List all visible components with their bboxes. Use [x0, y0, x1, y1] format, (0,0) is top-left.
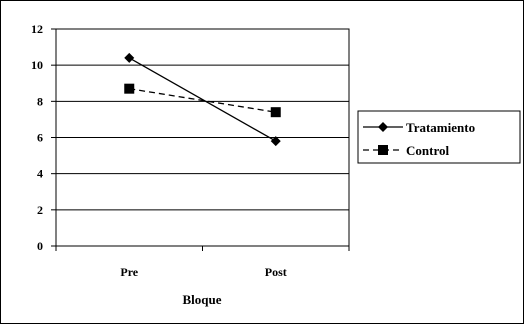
- y-tick-label: 8: [37, 94, 43, 108]
- y-tick-label: 2: [37, 203, 43, 217]
- legend-label: Tratamiento: [406, 120, 475, 135]
- data-point: [124, 52, 135, 63]
- y-tick-label: 12: [31, 22, 43, 36]
- y-tick-label: 4: [37, 167, 43, 181]
- legend-marker: [378, 122, 388, 132]
- y-tick-label: 10: [31, 58, 43, 72]
- legend-label: Control: [406, 143, 449, 158]
- data-point: [124, 83, 135, 94]
- series-control: [124, 83, 281, 118]
- series-line: [128, 57, 277, 142]
- x-axis-label: Bloque: [182, 292, 221, 307]
- y-tick-label: 0: [37, 239, 43, 253]
- legend-marker: [378, 145, 388, 155]
- series-tratamiento: [124, 52, 281, 147]
- data-point: [270, 136, 281, 147]
- series-line: [129, 88, 276, 113]
- y-tick-label: 6: [37, 131, 43, 145]
- x-tick-label: Post: [265, 265, 287, 279]
- legend: Tratamiento Control: [357, 110, 521, 164]
- chart: 0 2 4 6 8 10 12 Pre Post Bloque Tratamiento Cont…: [31, 22, 521, 307]
- x-tick-label: Pre: [120, 265, 138, 279]
- data-point: [270, 107, 281, 118]
